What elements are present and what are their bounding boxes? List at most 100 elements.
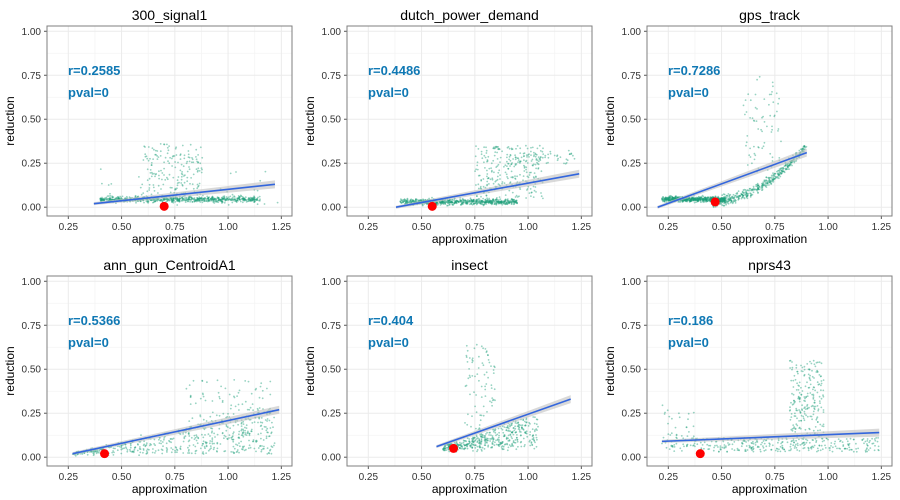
data-point (154, 199, 157, 202)
data-point (239, 198, 242, 201)
data-point (485, 194, 488, 197)
data-point (145, 200, 148, 203)
data-point (514, 196, 517, 198)
data-point (465, 202, 468, 205)
data-point (412, 199, 414, 202)
data-point (410, 198, 413, 201)
data-point (177, 198, 179, 200)
data-point (223, 197, 226, 199)
data-point (209, 445, 212, 447)
data-point (812, 413, 815, 416)
data-point (176, 182, 179, 185)
data-point (877, 449, 880, 451)
data-point (505, 426, 508, 429)
data-point (199, 447, 202, 450)
data-point (816, 421, 819, 423)
pvalue-annotation: pval=0 (368, 335, 409, 350)
data-point (491, 201, 493, 204)
data-point (174, 161, 177, 163)
data-point (556, 155, 558, 158)
data-point (485, 203, 488, 205)
data-point (105, 198, 107, 201)
data-point (525, 197, 527, 199)
data-point (449, 202, 451, 204)
data-point (215, 197, 217, 200)
data-point (207, 197, 210, 200)
data-point (740, 445, 743, 448)
data-point (852, 450, 855, 453)
data-point (189, 200, 192, 203)
data-point (795, 407, 798, 410)
data-point (686, 435, 689, 437)
data-point (475, 200, 477, 202)
data-point (473, 203, 475, 205)
data-point (450, 200, 452, 203)
data-point (233, 396, 236, 399)
data-point (486, 354, 489, 356)
y-tick-label: 0.25 (322, 159, 342, 170)
data-point (812, 393, 815, 396)
data-point (236, 199, 239, 202)
data-point (806, 405, 808, 407)
data-point (522, 429, 525, 431)
data-point (188, 160, 191, 163)
data-point (508, 158, 510, 161)
data-point (455, 201, 457, 204)
data-point (866, 440, 869, 442)
data-point (476, 202, 479, 205)
data-point (248, 197, 250, 200)
x-tick-label: 0.50 (112, 472, 132, 483)
data-point (444, 203, 447, 206)
data-point (479, 185, 482, 188)
data-point (759, 448, 762, 451)
data-point (703, 441, 706, 444)
data-point (245, 434, 248, 436)
data-point (495, 203, 497, 205)
x-axis-label: approximation (432, 482, 507, 496)
data-point (793, 399, 795, 402)
data-point (201, 392, 204, 395)
data-point (211, 198, 213, 201)
data-point (697, 195, 700, 198)
data-point (401, 199, 403, 202)
data-point (772, 180, 775, 183)
data-point (249, 406, 252, 409)
data-point (155, 173, 158, 175)
data-point (179, 153, 182, 156)
data-point (469, 376, 471, 379)
data-point (522, 419, 525, 422)
data-point (829, 447, 831, 449)
data-point (721, 446, 724, 449)
data-point (501, 181, 504, 183)
data-point (172, 197, 175, 200)
data-point (510, 198, 513, 200)
data-point (701, 444, 704, 446)
data-point (170, 200, 173, 203)
data-point (204, 447, 206, 450)
x-tick-label: 1.00 (218, 222, 238, 233)
data-point (243, 199, 246, 201)
data-point (257, 447, 260, 449)
data-point (473, 202, 476, 205)
data-point (533, 447, 536, 450)
data-point (176, 198, 179, 201)
data-point (490, 434, 492, 436)
data-point (237, 197, 240, 200)
data-point (451, 204, 454, 206)
data-point (492, 198, 494, 201)
data-point (812, 386, 815, 389)
data-point (525, 171, 528, 174)
data-point (572, 154, 574, 157)
data-point (789, 406, 791, 409)
data-point (790, 379, 793, 382)
data-point (209, 197, 212, 200)
data-point (512, 200, 515, 203)
data-point (801, 443, 803, 445)
data-point (442, 448, 444, 451)
data-point (500, 201, 503, 204)
data-point (664, 197, 667, 199)
data-point (458, 201, 460, 203)
correlation-annotation: r=0.4486 (368, 63, 420, 78)
data-point (761, 130, 763, 133)
data-point (180, 197, 183, 200)
